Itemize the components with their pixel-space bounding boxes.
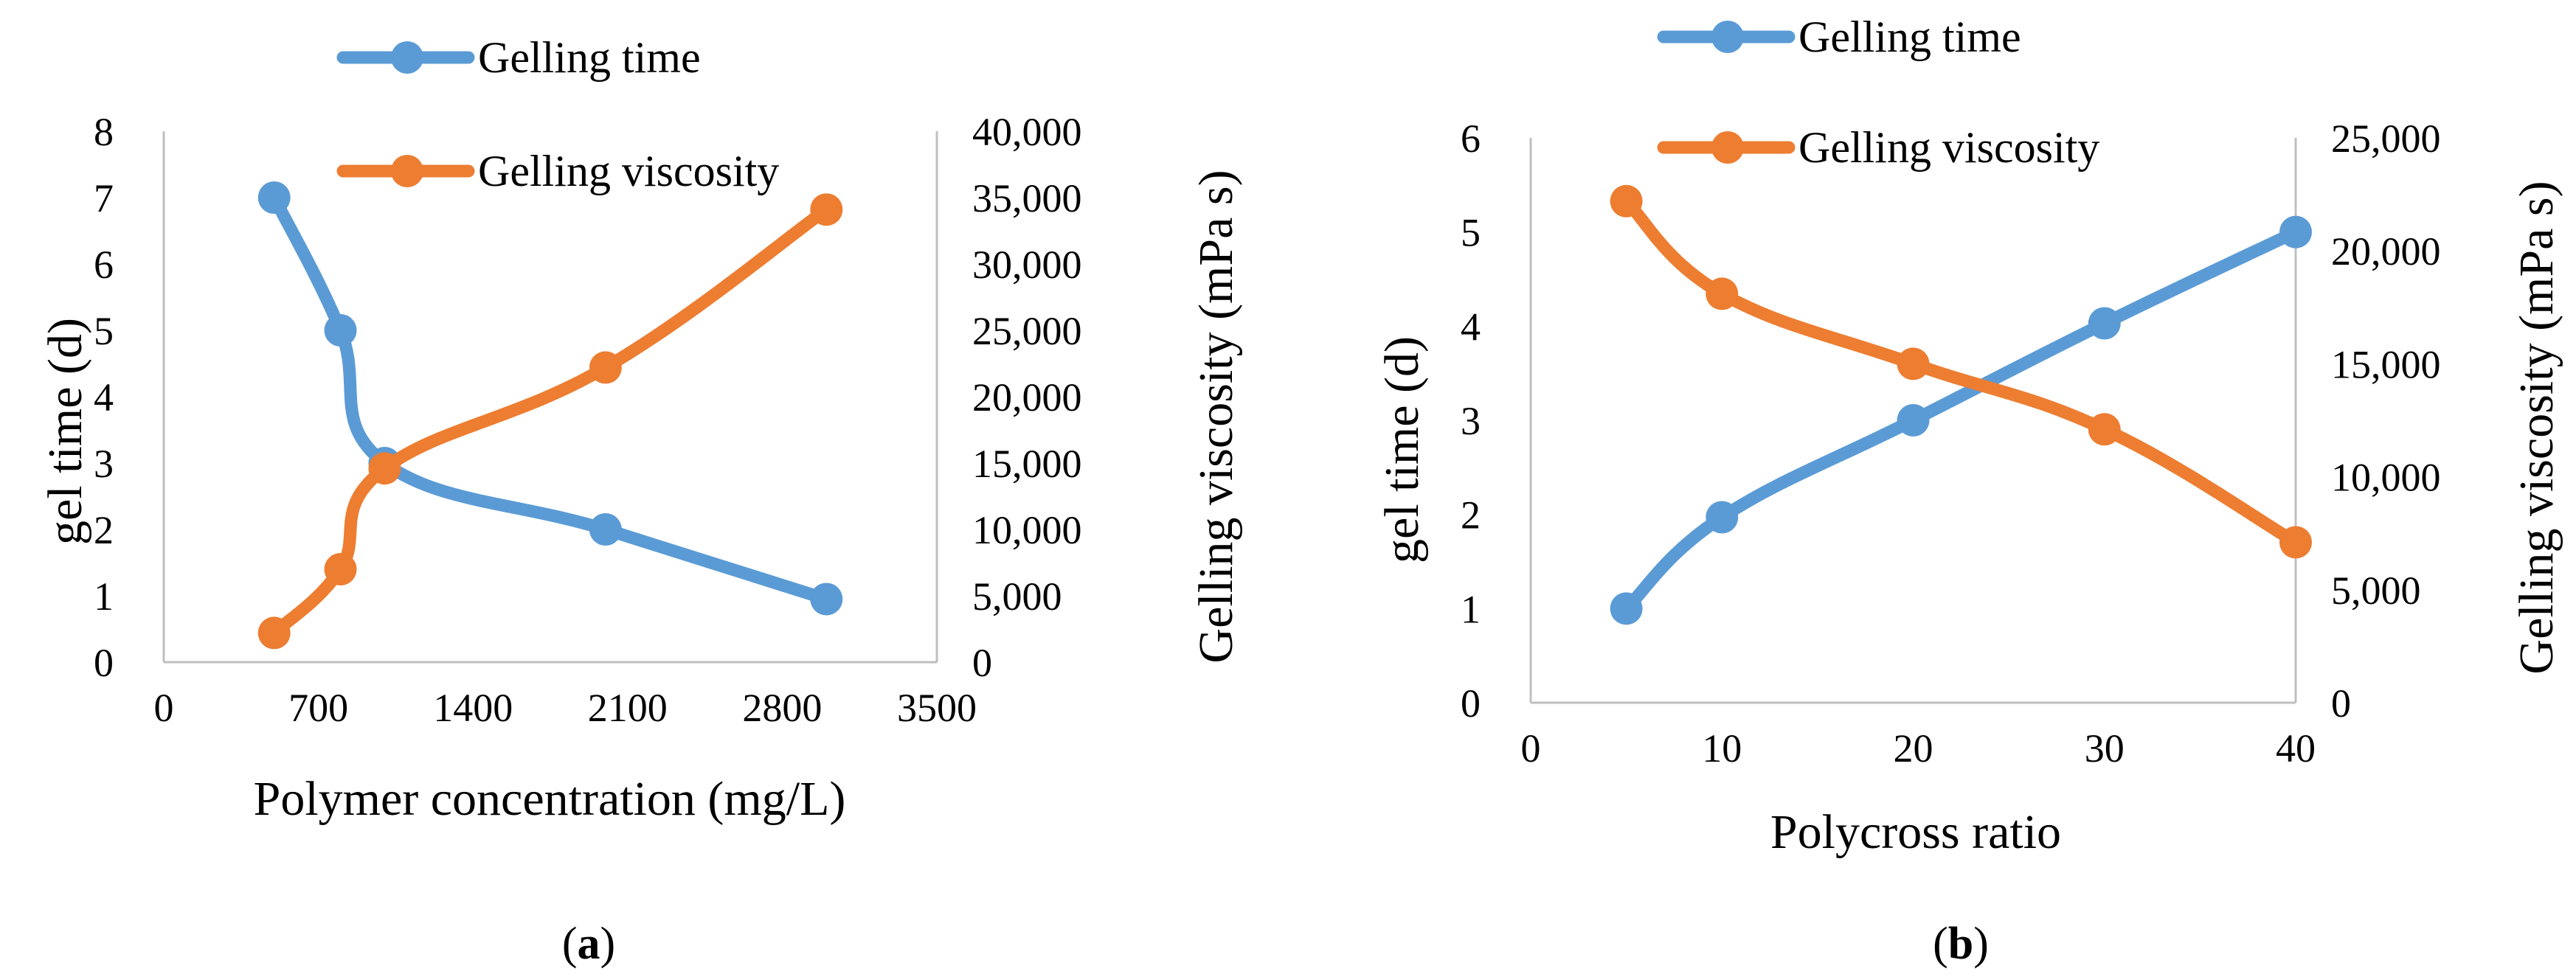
legend-b-gelling-time-label: Gelling time bbox=[1798, 13, 2021, 61]
y-right-tick-label-b: 15,000 bbox=[2331, 342, 2441, 386]
y-right-tick-label-a: 35,000 bbox=[972, 176, 1082, 220]
data-point-gelling-viscosity-b bbox=[1610, 184, 1643, 218]
y-right-tick-label-a: 30,000 bbox=[972, 243, 1082, 287]
y-left-tick-label-a: 4 bbox=[94, 375, 114, 420]
data-point-gelling-time-a bbox=[810, 583, 843, 616]
data-point-gelling-viscosity-a bbox=[257, 616, 291, 650]
panel-label-b: (b) bbox=[1933, 919, 1989, 969]
chart-panel-a: 0 700 1400 2100 2800 350001234567805,00010,00… bbox=[38, 33, 1243, 969]
data-point-gelling-time-a bbox=[324, 314, 357, 347]
x-tick-label-a: 0 bbox=[154, 686, 174, 730]
data-point-gelling-time-b bbox=[1610, 592, 1643, 625]
data-point-gelling-viscosity-a bbox=[810, 193, 843, 226]
y-axis-left-title-b: gel time (d) bbox=[1375, 336, 1429, 563]
y-axis-left-title-a: gel time (d) bbox=[38, 318, 92, 545]
y-left-tick-label-a: 3 bbox=[94, 442, 114, 486]
data-point-gelling-viscosity-a bbox=[589, 351, 622, 384]
data-point-gelling-time-b bbox=[1897, 404, 1930, 437]
y-left-tick-label-b: 4 bbox=[1461, 305, 1481, 349]
data-point-gelling-viscosity-a bbox=[368, 452, 401, 485]
legend-a-gelling-time-label: Gelling time bbox=[478, 33, 701, 82]
y-left-tick-label-b: 6 bbox=[1461, 117, 1481, 161]
data-point-gelling-time-b bbox=[1706, 501, 1739, 534]
y-right-tick-label-a: 10,000 bbox=[972, 508, 1082, 552]
x-tick-label-a: 1400 bbox=[433, 686, 513, 730]
data-point-gelling-viscosity-b bbox=[1897, 347, 1930, 380]
y-right-tick-label-b: 25,000 bbox=[2331, 117, 2441, 161]
y-right-tick-label-b: 5,000 bbox=[2331, 569, 2421, 613]
y-left-tick-label-a: 6 bbox=[94, 243, 114, 287]
y-left-tick-label-b: 1 bbox=[1461, 587, 1481, 631]
y-right-tick-label-b: 20,000 bbox=[2331, 229, 2441, 274]
x-tick-label-b: 20 bbox=[1894, 726, 1933, 771]
legend-b: Gelling time Gelling viscosity bbox=[1657, 13, 2099, 172]
x-tick-label-b: 40 bbox=[2276, 726, 2316, 771]
y-left-tick-label-a: 2 bbox=[94, 508, 114, 552]
y-right-tick-label-a: 25,000 bbox=[972, 309, 1082, 353]
y-axis-right-title-a: Gelling viscosity (mPa s) bbox=[1189, 170, 1243, 663]
legend-a-gelling-viscosity-marker bbox=[391, 155, 423, 187]
data-point-gelling-viscosity-b bbox=[2279, 526, 2312, 559]
legend-a-gelling-time-marker bbox=[391, 41, 423, 74]
data-point-gelling-time-b bbox=[2088, 307, 2121, 340]
panel-label-a: (a) bbox=[562, 919, 615, 969]
series-line-gelling-viscosity-b bbox=[1620, 195, 2302, 549]
data-point-gelling-time-a bbox=[589, 513, 622, 546]
y-right-tick-label-b: 0 bbox=[2331, 681, 2351, 726]
chart-panel-b: 0 10 20 30 40 0 1 2 3 4 5 6 0 5,000 10,000 15,000 20,000… bbox=[1375, 13, 2563, 969]
x-tick-label-a: 2100 bbox=[588, 686, 668, 730]
legend-b-gelling-viscosity-marker bbox=[1711, 131, 1744, 164]
y-right-tick-label-a: 40,000 bbox=[972, 110, 1082, 154]
x-axis-title-b: Polycross ratio bbox=[1770, 805, 2061, 859]
y-right-tick-label-a: 15,000 bbox=[972, 442, 1082, 486]
y-right-tick-label-b: 10,000 bbox=[2331, 456, 2441, 500]
y-right-tick-label-a: 20,000 bbox=[972, 375, 1082, 420]
x-tick-label-b: 0 bbox=[1521, 726, 1541, 771]
y-left-tick-label-b: 5 bbox=[1461, 211, 1481, 255]
x-tick-label-a: 700 bbox=[288, 686, 348, 730]
data-point-gelling-viscosity-b bbox=[1706, 277, 1739, 310]
legend-a: Gelling time Gelling viscosity bbox=[336, 33, 779, 195]
legend-b-gelling-viscosity-label: Gelling viscosity bbox=[1798, 123, 2099, 172]
y-left-tick-label-a: 0 bbox=[94, 641, 114, 685]
data-point-gelling-viscosity-b bbox=[2088, 413, 2121, 446]
y-left-tick-label-a: 1 bbox=[94, 574, 114, 619]
y-right-tick-label-a: 0 bbox=[972, 641, 992, 685]
legend-b-gelling-time-marker bbox=[1711, 21, 1744, 53]
y-left-tick-label-b: 3 bbox=[1461, 399, 1481, 443]
y-left-tick-label-a: 8 bbox=[94, 110, 114, 154]
y-left-tick-label-a: 5 bbox=[94, 309, 114, 353]
x-tick-label-b: 10 bbox=[1702, 726, 1742, 771]
x-tick-label-a: 2800 bbox=[742, 686, 822, 730]
y-axis-right-title-b: Gelling viscosity (mPa s) bbox=[2510, 181, 2563, 674]
y-left-tick-label-b: 2 bbox=[1461, 493, 1481, 538]
legend-a-gelling-viscosity-label: Gelling viscosity bbox=[478, 147, 779, 195]
x-axis-title-a: Polymer concentration (mg/L) bbox=[254, 772, 846, 826]
x-tick-label-a: 3500 bbox=[897, 686, 977, 730]
y-right-tick-label-a: 5,000 bbox=[972, 574, 1062, 619]
y-left-tick-label-a: 7 bbox=[94, 176, 114, 220]
y-left-tick-label-b: 0 bbox=[1461, 681, 1481, 726]
data-point-gelling-time-a bbox=[257, 181, 291, 214]
data-point-gelling-viscosity-a bbox=[324, 553, 357, 585]
data-point-gelling-time-b bbox=[2279, 215, 2312, 248]
x-tick-label-b: 30 bbox=[2085, 726, 2125, 771]
